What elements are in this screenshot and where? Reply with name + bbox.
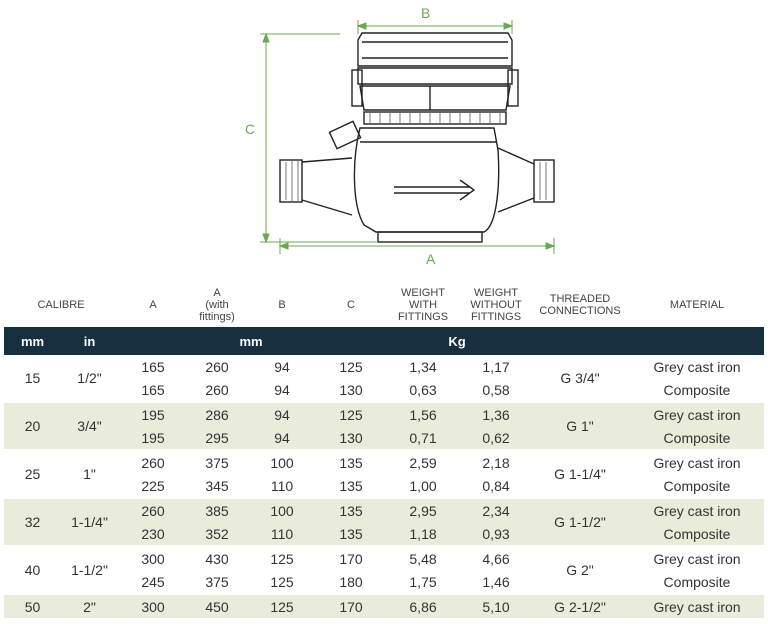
units-row: mm in mm Kg [4,327,765,355]
calibre-mm: 40 [4,545,61,594]
table-row: 32 1-1/4" 260 385 100 135 2,95 2,34 G 1-… [4,497,765,546]
table-row: 225 345 110 135 1,00 0,84 Composite [4,474,764,498]
material: Composite [630,522,765,546]
material: Grey cast iron [630,401,765,426]
calibre-mm: 20 [4,401,61,450]
thread-size: G 2" [530,545,631,594]
header-weight-with: WEIGHT WITH FITTINGS [397,287,449,323]
header-b: B [278,299,286,311]
material: Composite [630,426,765,450]
outlet-pipe [497,147,535,213]
calibre-in: 1-1/2" [61,545,119,594]
calibre-in: 1/2" [77,370,102,386]
table-row: 50 2" 300 450 125 170 6,86 5,10 G 2-1/2"… [4,593,765,618]
table-row: 165 260 94 130 0,63 0,58 Composite [4,378,764,402]
table-row: 15 1/2" 165 260 94 125 1,34 1,17 G 3/4" … [4,355,764,387]
material: Grey cast iron [630,593,765,618]
calibre-in: 1-1/4" [61,497,119,546]
unit-mm-dims: mm [118,327,385,355]
header-calibre: CALIBRE [37,299,85,311]
table-row: 245 375 125 180 1,75 1,46 Composite [4,570,764,594]
calibre-in: 2" [61,593,119,618]
material: Grey cast iron [630,449,765,474]
table-row: 40 1-1/2" 300 430 125 170 5,48 4,66 G 2"… [4,545,765,594]
column-headers: CALIBRE A A (with fittings) B C WEIGHT WITH… [4,283,764,327]
dim-a-label: A [426,251,436,267]
unit-mm: mm [4,327,61,355]
header-a: A [149,299,157,311]
header-c: C [347,299,355,311]
header-a-fittings: A (with fittings) [199,287,235,323]
material: Grey cast iron [630,545,765,570]
calibre-in: 1" [61,449,119,498]
table-row: 20 3/4" 195 286 94 125 1,56 1,36 G 1" Gr… [4,401,765,450]
thread-size: G 2-1/2" [530,593,631,618]
thread-size: G 3/4" [560,370,600,386]
specs-table-wrap: CALIBRE A A (with fittings) B C WEIGHT WITH… [4,283,765,618]
meter-lid [357,32,513,67]
header-weight-without: WEIGHT WITHOUT FITTINGS [470,287,522,323]
material: Composite [663,381,731,398]
table-row: 25 1" 260 375 100 135 2,59 2,18 G 1-1/4"… [4,449,765,498]
material: Grey cast iron [630,497,765,522]
thread-size: G 1-1/4" [530,449,631,498]
material: Composite [663,573,731,590]
thread-size: G 1" [530,401,631,450]
meter-body [353,127,500,233]
material: Grey cast iron [653,358,741,375]
calibre-mm: 32 [4,497,61,546]
meter-register [357,67,513,85]
water-meter-diagram: B C A [245,5,556,267]
calibre-mm: 15 [24,370,41,386]
calibre-in: 3/4" [61,401,119,450]
material: Composite [663,477,731,494]
flow-arrow [394,179,476,201]
unit-kg: Kg [384,327,531,355]
inlet-pipe [301,157,353,216]
dim-c-label: C [245,121,255,137]
unit-in: in [61,327,119,355]
dim-b-label: B [421,5,430,21]
calibre-mm: 50 [4,593,61,618]
table-row: 230 352 110 135 1,18 0,93 Composite [4,522,765,546]
header-threaded: THREADED CONNECTIONS [539,293,621,317]
calibre-mm: 25 [4,449,61,498]
header-material: MATERIAL [669,299,725,311]
specs-table: CALIBRE A A (with fittings) B C WEIGHT WITH… [4,283,765,618]
thread-size: G 1-1/2" [530,497,631,546]
table-row: 195 295 94 130 0,71 0,62 Composite [4,426,765,450]
